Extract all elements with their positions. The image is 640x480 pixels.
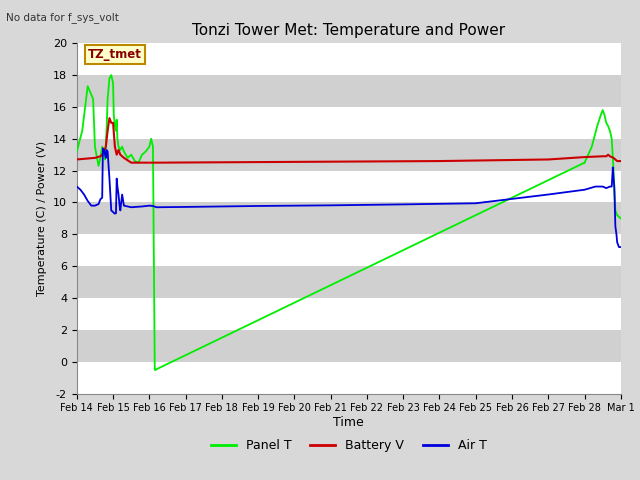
- Bar: [77, 234, 621, 266]
- Bar: [77, 75, 621, 107]
- Text: No data for f_sys_volt: No data for f_sys_volt: [6, 12, 119, 23]
- Legend: Panel T, Battery V, Air T: Panel T, Battery V, Air T: [206, 434, 492, 457]
- Text: TZ_tmet: TZ_tmet: [88, 48, 141, 61]
- Bar: [77, 170, 621, 203]
- Bar: [77, 139, 621, 170]
- X-axis label: Time: Time: [333, 416, 364, 429]
- Title: Tonzi Tower Met: Temperature and Power: Tonzi Tower Met: Temperature and Power: [192, 23, 506, 38]
- Bar: [77, 203, 621, 234]
- Bar: [77, 330, 621, 362]
- Bar: [77, 107, 621, 139]
- Bar: [77, 298, 621, 330]
- Bar: [77, 266, 621, 298]
- Y-axis label: Temperature (C) / Power (V): Temperature (C) / Power (V): [37, 141, 47, 296]
- Bar: [77, 362, 621, 394]
- Bar: [77, 43, 621, 75]
